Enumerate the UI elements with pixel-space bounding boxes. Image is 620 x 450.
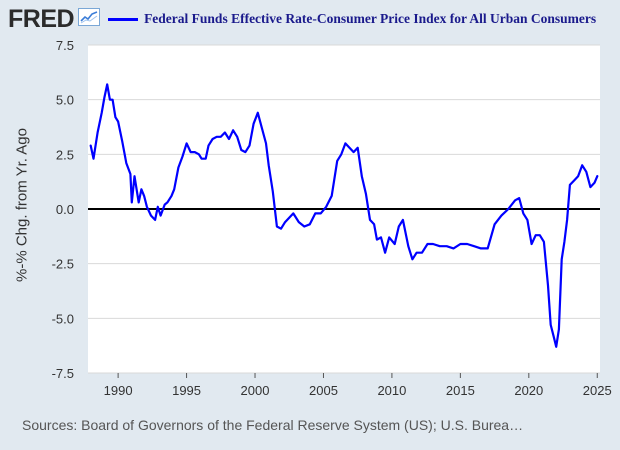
x-tick-label: 2025: [583, 383, 612, 398]
x-tick-label: 1990: [104, 383, 133, 398]
y-tick-label: -7.5: [52, 366, 74, 381]
y-tick-label: -5.0: [52, 311, 74, 326]
series-line: [89, 83, 599, 348]
fred-logo[interactable]: FRED: [8, 6, 75, 32]
source-text[interactable]: Sources: Board of Governors of the Feder…: [22, 417, 524, 433]
y-tick-label: 2.5: [56, 147, 74, 162]
x-tick-label: 2000: [241, 383, 270, 398]
x-tick-label: 2015: [446, 383, 475, 398]
header: FRED Federal Funds Effective Rate-Consum…: [8, 6, 620, 32]
x-tick-label: 2010: [377, 383, 406, 398]
trend-chart-icon: [78, 7, 101, 31]
legend-line-swatch: [108, 17, 139, 21]
x-tick-label: 2005: [309, 383, 338, 398]
x-tick-label: 2020: [514, 383, 543, 398]
y-tick-label: 0.0: [56, 202, 74, 217]
y-tick-label: 5.0: [56, 93, 74, 108]
y-tick-label: 7.5: [56, 38, 74, 53]
x-tick-label: 1995: [172, 383, 201, 398]
y-tick-label: -2.5: [52, 257, 74, 272]
legend-label: Federal Funds Effective Rate-Consumer Pr…: [144, 11, 597, 26]
